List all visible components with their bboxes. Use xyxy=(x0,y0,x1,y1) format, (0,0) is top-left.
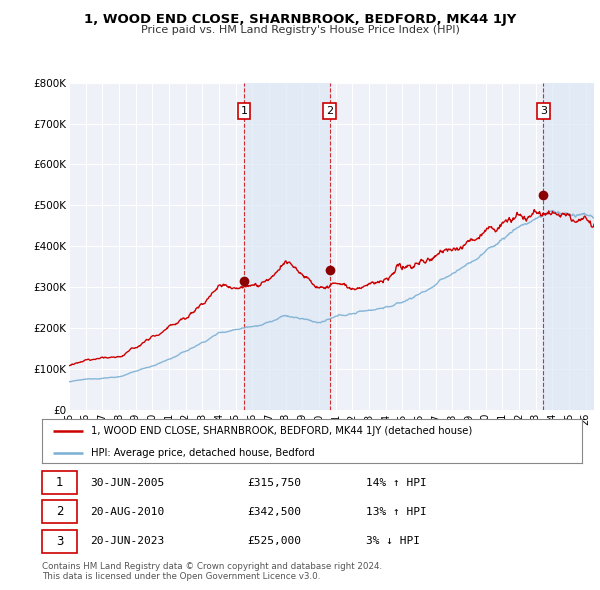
Text: Contains HM Land Registry data © Crown copyright and database right 2024.
This d: Contains HM Land Registry data © Crown c… xyxy=(42,562,382,581)
Text: HPI: Average price, detached house, Bedford: HPI: Average price, detached house, Bedf… xyxy=(91,448,314,458)
FancyBboxPatch shape xyxy=(42,530,77,552)
Text: Price paid vs. HM Land Registry's House Price Index (HPI): Price paid vs. HM Land Registry's House … xyxy=(140,25,460,35)
Text: 20-AUG-2010: 20-AUG-2010 xyxy=(91,507,165,517)
Text: 1, WOOD END CLOSE, SHARNBROOK, BEDFORD, MK44 1JY (detached house): 1, WOOD END CLOSE, SHARNBROOK, BEDFORD, … xyxy=(91,427,472,436)
Text: 1: 1 xyxy=(241,106,247,116)
Text: 14% ↑ HPI: 14% ↑ HPI xyxy=(366,477,427,487)
FancyBboxPatch shape xyxy=(42,471,77,494)
Bar xyxy=(544,83,594,410)
Text: 3: 3 xyxy=(56,535,63,548)
Text: 2: 2 xyxy=(56,505,64,519)
Bar xyxy=(244,83,329,410)
Text: £342,500: £342,500 xyxy=(247,507,301,517)
Text: 20-JUN-2023: 20-JUN-2023 xyxy=(91,536,165,546)
Text: 1, WOOD END CLOSE, SHARNBROOK, BEDFORD, MK44 1JY: 1, WOOD END CLOSE, SHARNBROOK, BEDFORD, … xyxy=(84,13,516,26)
Text: 30-JUN-2005: 30-JUN-2005 xyxy=(91,477,165,487)
Text: 1: 1 xyxy=(56,476,64,489)
Text: £525,000: £525,000 xyxy=(247,536,301,546)
Text: £315,750: £315,750 xyxy=(247,477,301,487)
Text: 2: 2 xyxy=(326,106,333,116)
Text: 3% ↓ HPI: 3% ↓ HPI xyxy=(366,536,420,546)
FancyBboxPatch shape xyxy=(42,500,77,523)
Text: 3: 3 xyxy=(540,106,547,116)
Text: 13% ↑ HPI: 13% ↑ HPI xyxy=(366,507,427,517)
